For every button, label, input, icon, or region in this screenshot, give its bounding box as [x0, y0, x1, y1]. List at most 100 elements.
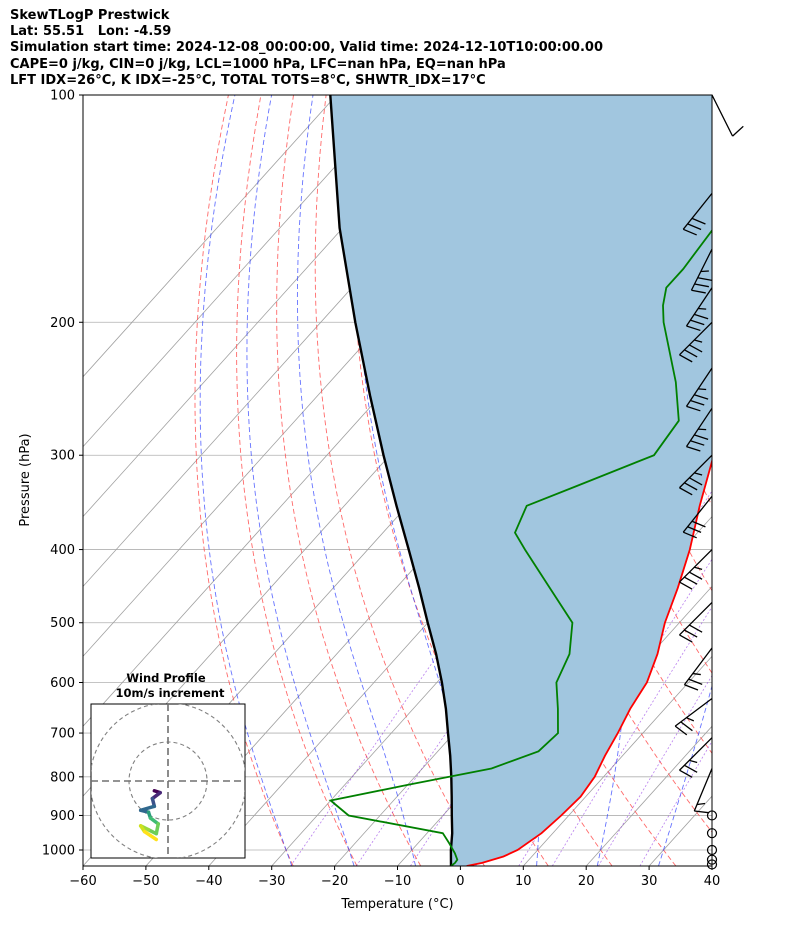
- wind-barb: [685, 367, 713, 412]
- calm-wind-marker: [706, 854, 718, 865]
- barb-feather: [694, 283, 709, 288]
- wind-barb: [679, 321, 713, 363]
- y-tick-label: 900: [50, 809, 75, 824]
- wind-barb: [679, 454, 713, 496]
- moist-adiabat--20: [246, 95, 355, 866]
- hodograph-title: Wind Profile: [126, 671, 206, 685]
- barb-feather: [679, 581, 693, 590]
- wind-barb: [674, 697, 713, 736]
- barb-feather: [694, 313, 709, 320]
- barb-feather: [684, 349, 698, 358]
- barb-feather: [686, 405, 701, 412]
- barb-feather: [689, 477, 703, 486]
- barb-feather: [687, 526, 702, 533]
- y-axis-label: Pressure (hPa): [18, 433, 33, 526]
- barb-feather: [686, 717, 695, 722]
- moist-adiabat--10: [296, 95, 416, 866]
- barb-staff: [679, 601, 713, 636]
- barb-feather: [694, 810, 709, 814]
- parcel-profile-line: [329, 95, 454, 866]
- y-tick-label: 100: [50, 89, 75, 104]
- wind-barb: [685, 407, 713, 452]
- barb-feather: [690, 440, 705, 446]
- y-tick-label: 500: [50, 616, 75, 631]
- barb-feather: [683, 531, 697, 539]
- y-tick-label: 200: [50, 316, 75, 331]
- wind-barb: [693, 768, 713, 814]
- barb-feather: [679, 769, 693, 778]
- y-tick-label: 1000: [42, 844, 75, 859]
- barb-feather: [694, 472, 703, 476]
- barb-feather: [696, 802, 706, 806]
- barb-feather: [689, 344, 703, 353]
- barb-feather: [694, 394, 709, 400]
- calm-wind-marker: [706, 844, 718, 856]
- moist-adiabat-0: [355, 95, 477, 866]
- isotherm-20: [585, 725, 712, 866]
- barb-staff: [674, 697, 713, 727]
- barb-feather: [684, 576, 698, 585]
- wind-barb: [690, 248, 713, 294]
- wind-barb: [685, 287, 713, 332]
- thermo-indices-line: LFT IDX=26°C, K IDX=-25°C, TOTAL TOTS=8°…: [10, 72, 486, 88]
- x-tick-label: −50: [132, 874, 159, 889]
- dry-adiabat--30: [194, 95, 294, 866]
- barb-feather: [684, 764, 698, 773]
- mixing-ratio-0.4: [290, 454, 580, 866]
- barb-staff: [693, 768, 713, 812]
- barb-feather: [694, 434, 709, 440]
- x-tick-label: −10: [384, 874, 411, 889]
- wind-barb: [682, 192, 713, 236]
- wind-barb: [683, 647, 713, 691]
- temperature-profile-line: [466, 457, 712, 866]
- barb-feather: [698, 307, 707, 310]
- wind-barb: [711, 94, 744, 137]
- barb-feather: [690, 319, 705, 326]
- x-axis-label: Temperature (°C): [340, 897, 453, 912]
- hodograph-segment: [148, 833, 159, 842]
- stability-indices-line: CAPE=0 j/kg, CIN=0 j/kg, LCL=1000 hPa, L…: [10, 56, 506, 72]
- x-tick-label: −30: [258, 874, 285, 889]
- barb-feather: [689, 624, 703, 633]
- dry-adiabat-130: [750, 95, 794, 866]
- x-tick-label: 10: [515, 874, 532, 889]
- barb-feather: [680, 721, 693, 732]
- mixing-ratio-16: [598, 674, 712, 866]
- axes: −60 −50 −40 −30 −20 −10 0 10 20 30 40 100 200 300 400 5…: [42, 89, 720, 890]
- barb-feather: [698, 428, 707, 431]
- moist-adiabat--30: [199, 95, 293, 866]
- barb-feather: [684, 684, 699, 691]
- wind-barb: [682, 495, 713, 539]
- wind-barb: [679, 601, 713, 643]
- wind-barb: [679, 549, 713, 590]
- barb-feather: [689, 759, 698, 764]
- dry-adiabat-120: [717, 95, 794, 866]
- barb-feather: [689, 571, 703, 580]
- y-tick-label: 700: [50, 727, 75, 742]
- calm-wind-marker: [706, 859, 718, 870]
- barb-staff: [683, 647, 713, 686]
- barb-feather: [698, 388, 707, 391]
- barb-feather: [683, 228, 697, 236]
- x-tick-label: −20: [321, 874, 348, 889]
- barb-feather: [679, 487, 693, 496]
- barb-feather: [679, 354, 693, 363]
- parcel-temperature-shading: [330, 95, 712, 866]
- barb-feather: [697, 277, 713, 282]
- dewpoint-profile-line: [328, 228, 712, 866]
- barb-staff: [711, 94, 734, 137]
- dry-adiabat-140: [782, 95, 794, 866]
- calm-wind-marker: [706, 828, 718, 839]
- isotherm--120: [83, 95, 400, 448]
- isotherm-10: [523, 655, 712, 866]
- moist-adiabat-40: [720, 95, 794, 866]
- x-tick-label: 20: [578, 874, 595, 889]
- hodograph-subtitle: 10m/s increment: [116, 686, 225, 700]
- x-tick-label: 0: [456, 874, 464, 889]
- chart-header: SkewTLogP Prestwick Lat: 55.51 Lon: -4.5…: [10, 8, 603, 89]
- dry-adiabat-0: [314, 95, 485, 866]
- moist-adiabat-30: [658, 95, 712, 866]
- x-tick-label: 30: [641, 874, 658, 889]
- barb-feather: [687, 223, 702, 231]
- wind-barbs: [674, 94, 744, 870]
